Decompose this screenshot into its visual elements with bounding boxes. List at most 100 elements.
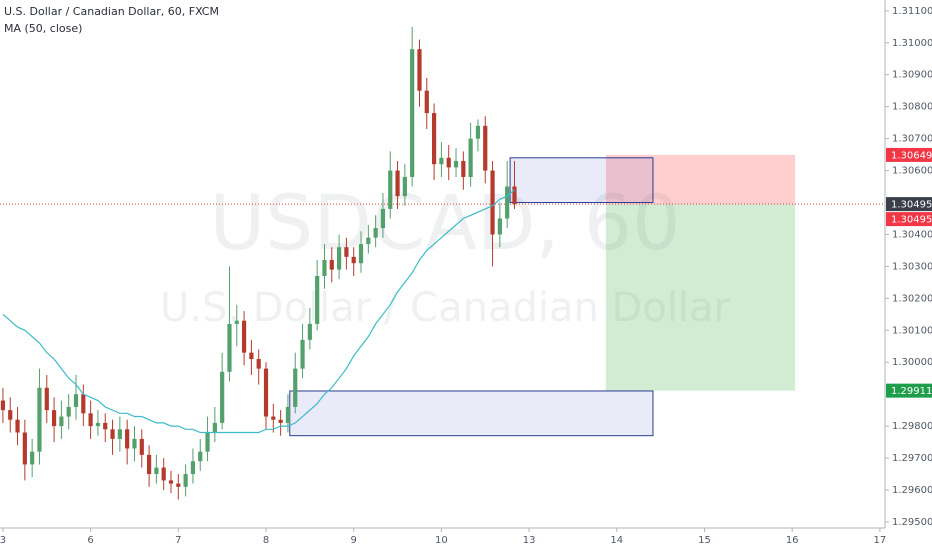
x-tick-label: 3 <box>0 535 6 546</box>
candle-body <box>146 454 152 475</box>
candle-body <box>300 339 305 369</box>
candle-body <box>490 170 495 235</box>
candle-body <box>388 170 393 209</box>
candle-body <box>37 387 42 452</box>
candle-body <box>344 247 349 257</box>
candle-body <box>205 432 210 452</box>
candle-body <box>117 429 122 439</box>
candle-body <box>241 320 247 353</box>
watermark-symbol: USDCAD, 60 <box>210 178 681 267</box>
y-tick-label: 1.29600 <box>892 485 932 496</box>
candle-body <box>198 451 203 462</box>
candle-body <box>88 413 93 427</box>
target-zone <box>605 204 796 391</box>
candle-body <box>505 186 510 219</box>
y-tick-label: 1.30900 <box>892 70 932 81</box>
candle-body <box>168 480 174 484</box>
x-tick-label: 13 <box>523 535 536 546</box>
candle-body <box>22 432 27 465</box>
x-tick-label: 14 <box>610 535 623 546</box>
candle-body <box>336 247 342 270</box>
candle-body <box>30 451 35 465</box>
candle-body <box>373 228 378 238</box>
candle-body <box>366 237 371 245</box>
candle-body <box>190 461 196 475</box>
price-tag-label: 1.30649 <box>891 150 932 161</box>
candle-body <box>315 275 320 324</box>
candle-body <box>66 406 71 417</box>
y-tick-label: 1.31000 <box>892 38 932 49</box>
candle-body <box>227 323 232 372</box>
candle-body <box>293 368 298 407</box>
candle-body <box>417 49 422 91</box>
candle-body <box>307 323 312 340</box>
candle-body <box>358 244 364 264</box>
price-tag <box>886 147 932 162</box>
y-tick-label: 1.30000 <box>892 357 932 368</box>
candle-body <box>256 359 261 369</box>
candle-body <box>439 157 444 165</box>
y-tick-label: 1.30300 <box>892 261 932 272</box>
candle-body <box>380 208 386 229</box>
rectangle-drawing <box>509 157 654 204</box>
plot-area <box>0 26 885 500</box>
candle-body <box>44 387 49 411</box>
y-tick-label: 1.29500 <box>892 517 932 528</box>
candle-body <box>125 429 130 449</box>
candle-body <box>212 422 217 433</box>
candle-body <box>154 467 159 475</box>
candle-body <box>512 186 517 205</box>
candle-body <box>249 352 254 360</box>
candle-body <box>183 474 188 487</box>
y-tick-label: 1.30600 <box>892 166 932 177</box>
candle-body <box>351 256 356 264</box>
candle-body <box>81 394 86 414</box>
y-tick-label: 1.29700 <box>892 453 932 464</box>
candle-body <box>278 419 283 423</box>
candle-body <box>468 138 473 177</box>
candle-body <box>424 90 429 114</box>
candle-body <box>110 429 115 439</box>
x-tick-label: 16 <box>786 535 799 546</box>
candle-body <box>410 49 415 177</box>
candle-body <box>475 125 481 139</box>
x-tick-label: 15 <box>698 535 711 546</box>
price-tag <box>886 383 932 398</box>
candle-body <box>395 170 400 197</box>
watermark: USDCAD, 60 U.S. Dollar / Canadian Dollar <box>160 178 731 331</box>
x-tick-label: 9 <box>351 535 357 546</box>
price-tag-label: 1.29911 <box>891 386 932 397</box>
candle-body <box>329 260 334 270</box>
candle-body <box>73 394 79 407</box>
y-tick-label: 1.30100 <box>892 325 932 336</box>
candle-body <box>220 371 225 423</box>
watermark-name: U.S. Dollar / Canadian Dollar <box>160 285 731 331</box>
candle-body <box>15 419 20 433</box>
x-tick-label: 8 <box>263 535 269 546</box>
candle-body <box>234 320 239 324</box>
candle-body <box>8 410 13 420</box>
candle-body <box>132 438 137 449</box>
candle-body <box>271 416 276 420</box>
stop-zone <box>605 154 796 205</box>
y-tick-label: 1.31100 <box>892 6 932 17</box>
candle-body <box>0 400 6 411</box>
chart-title: U.S. Dollar / Canadian Dollar, 60, FXCM <box>4 5 219 18</box>
candle-body <box>139 438 144 455</box>
y-tick-label: 1.30800 <box>892 102 932 113</box>
candle-body <box>103 422 108 430</box>
candle-body <box>51 410 57 427</box>
price-tag-label: 1.30495 <box>891 215 932 226</box>
x-tick-label: 7 <box>175 535 181 546</box>
y-tick-label: 1.30200 <box>892 293 932 304</box>
price-tag <box>886 212 932 227</box>
x-tick-label: 6 <box>87 535 93 546</box>
x-tick-label: 10 <box>435 535 448 546</box>
price-tag-label: 1.30495 <box>891 200 932 211</box>
candle-body <box>461 160 466 177</box>
candle-body <box>285 406 291 423</box>
candle-body <box>446 157 451 168</box>
candle-body <box>431 113 437 165</box>
